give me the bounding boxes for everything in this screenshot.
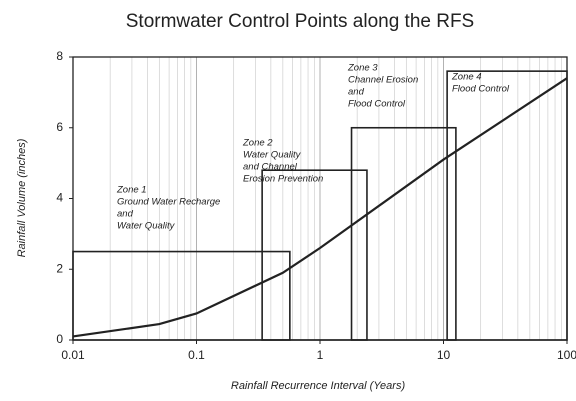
data-line — [72, 77, 568, 338]
zone-label: Flood Control — [452, 84, 510, 95]
zone-label: Zone 1 — [116, 185, 147, 196]
x-tick-label: 10 — [437, 348, 451, 362]
x-tick-label: 0.01 — [61, 348, 85, 362]
zone-box — [72, 250, 291, 341]
y-axis-label: Rainfall Volume (inches) — [16, 138, 28, 257]
x-tick-label: 1 — [317, 348, 324, 362]
zone-label: Ground Water Recharge — [117, 197, 220, 208]
zone-label: Zone 3 — [347, 63, 378, 74]
y-tick-label: 0 — [56, 332, 63, 346]
zone-label: Erosion Prevention — [243, 174, 323, 185]
zone-label: and — [117, 209, 134, 220]
y-tick-label: 6 — [56, 120, 63, 134]
x-axis-label: Rainfall Recurrence Interval (Years) — [231, 380, 406, 392]
zone-box — [446, 70, 568, 341]
zone-label: and — [348, 87, 365, 98]
zone-label: Water Quality — [117, 221, 176, 232]
zone-label: Zone 4 — [451, 72, 482, 83]
zone-label: Channel Erosion — [348, 75, 418, 86]
zone-label: Zone 2 — [242, 138, 273, 149]
x-tick-label: 0.1 — [188, 348, 205, 362]
zone-label: Water Quality — [243, 150, 302, 161]
y-tick-label: 4 — [56, 191, 63, 205]
chart-title: Stormwater Control Points along the RFS — [126, 11, 475, 32]
y-tick-label: 2 — [56, 261, 63, 275]
x-tick-label: 100 — [557, 348, 576, 362]
zone-label: and Channel — [243, 162, 298, 173]
zone-label: Flood Control — [348, 99, 406, 110]
zone-box — [261, 169, 368, 341]
zone-box — [350, 126, 457, 341]
y-tick-label: 8 — [56, 49, 63, 63]
